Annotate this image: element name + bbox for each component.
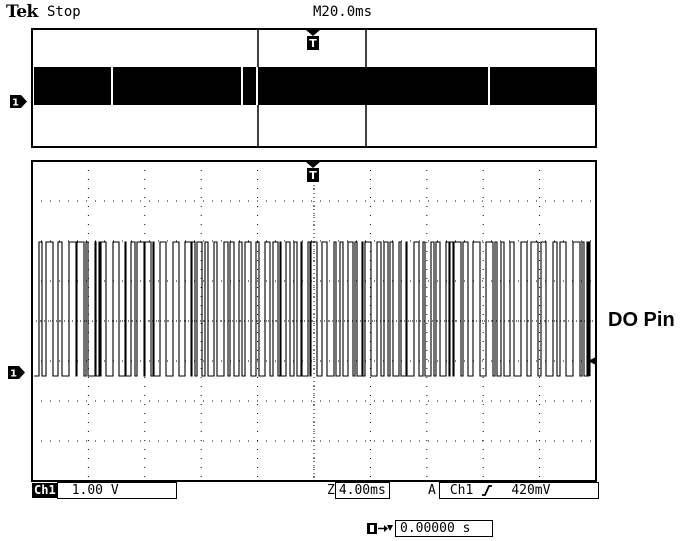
trigger-box: Ch1 420mV <box>438 482 599 499</box>
rising-edge-icon <box>482 485 493 496</box>
trigger-level-arrow <box>588 357 596 365</box>
svg-text:1: 1 <box>12 98 19 109</box>
channel-readout[interactable]: Ch1 1.00 V <box>32 482 177 499</box>
zoom-timebase: 4.00ms <box>334 482 390 499</box>
overview-trace-band <box>34 67 595 105</box>
zoom-pane: T 1 <box>8 160 597 482</box>
overview-gaps <box>111 67 490 105</box>
trigger-readout[interactable]: A Ch1 420mV <box>428 482 599 499</box>
trigger-level: 420mV <box>511 483 551 498</box>
zoom-channel-marker: 1 <box>8 366 25 380</box>
ch1-waveform <box>34 241 591 377</box>
channel-tag: Ch1 <box>32 483 58 498</box>
zoom-timebase-readout[interactable]: Z 4.00ms <box>327 482 390 499</box>
overview-pane: T 1 <box>10 28 597 148</box>
main-timebase: M20.0ms <box>313 4 373 20</box>
trigger-offset: 0.00000 s <box>395 520 493 537</box>
overview-gap <box>256 67 258 105</box>
signal-label: DO Pin <box>608 309 675 331</box>
trigger-position-icon <box>367 523 393 534</box>
overview-gap <box>241 67 243 105</box>
graticule <box>32 161 596 481</box>
zoom-trigger-marker: T <box>306 162 320 182</box>
ch1-trace <box>34 241 591 377</box>
svg-text:1: 1 <box>10 369 17 380</box>
acquisition-mode: A <box>428 483 436 498</box>
zoom-prefix: Z <box>327 483 335 498</box>
svg-text:T: T <box>309 37 317 50</box>
overview-channel-marker: 1 <box>10 95 27 109</box>
overview-gap <box>111 67 113 105</box>
overview-trigger-marker: T <box>306 30 320 50</box>
trigger-offset-readout[interactable]: 0.00000 s <box>367 520 493 537</box>
volts-per-div: 1.00 V <box>56 482 177 499</box>
overview-gap <box>488 67 490 105</box>
brand-logo: Tek <box>6 2 38 22</box>
svg-text:T: T <box>309 169 317 182</box>
trigger-source: Ch1 <box>449 483 474 498</box>
acquisition-status: Stop <box>47 4 81 20</box>
